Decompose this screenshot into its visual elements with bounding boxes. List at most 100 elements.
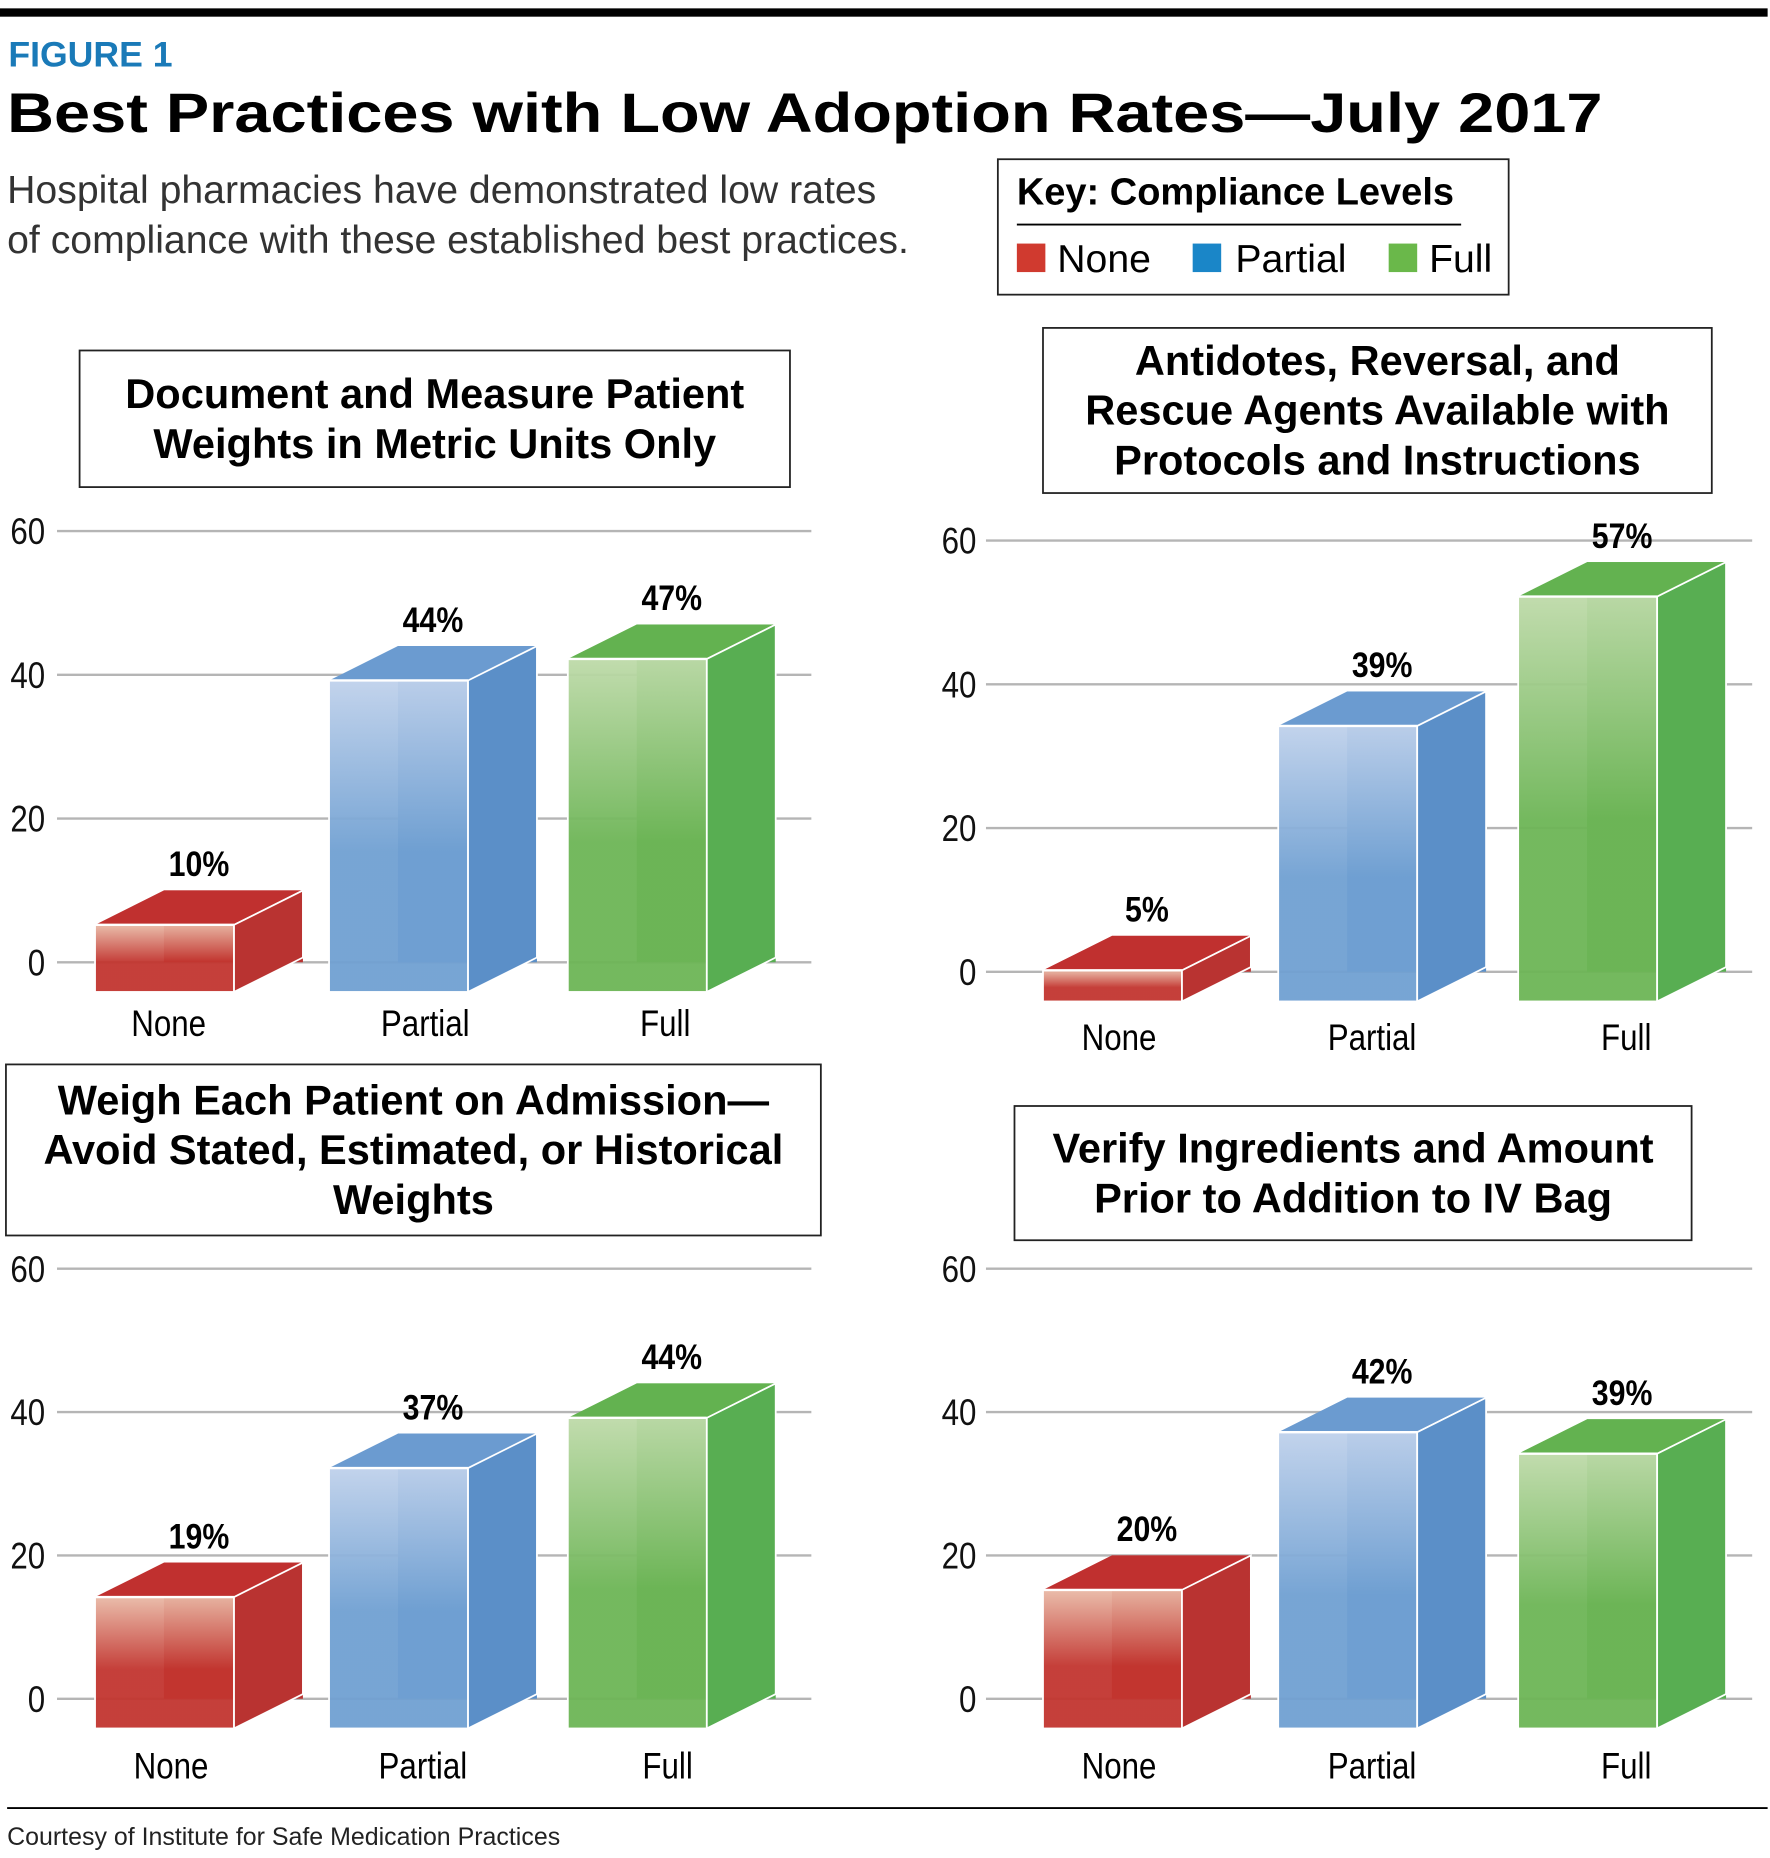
bar-value-label: 5%	[1125, 890, 1169, 930]
bar-side-face	[1181, 934, 1252, 1003]
bar-full	[1517, 1417, 1727, 1730]
bar-front-face	[1277, 725, 1419, 1003]
chart-title-line: Avoid Stated, Estimated, or Historical	[43, 1126, 783, 1173]
bar-value-label: 47%	[641, 579, 702, 619]
bar-side-face	[705, 623, 777, 994]
y-tick-label: 20	[942, 809, 977, 850]
figure-label: FIGURE 1	[8, 35, 172, 75]
y-tick-label: 60	[942, 1249, 977, 1290]
y-tick-label: 20	[10, 1536, 45, 1577]
bar-side-face	[1416, 1396, 1487, 1730]
x-category-label: Partial	[381, 1004, 470, 1045]
y-tick-label: 60	[10, 512, 45, 553]
y-tick-label: 0	[28, 943, 45, 984]
bar-value-label: 42%	[1352, 1352, 1413, 1392]
x-category-label: None	[1082, 1018, 1157, 1059]
bar-front-face	[566, 1416, 708, 1730]
bar-value-label: 44%	[641, 1338, 702, 1378]
legend-swatch-none	[1016, 243, 1046, 273]
legend-label-full: Full	[1429, 238, 1492, 281]
bar-side-face	[233, 1561, 304, 1730]
x-category-label: Full	[640, 1004, 690, 1045]
bar-front-face	[566, 658, 708, 993]
y-tick-label: 20	[942, 1536, 977, 1577]
chart-title-line: Verify Ingredients and Amount	[1052, 1124, 1653, 1171]
legend-swatch-full	[1388, 243, 1418, 273]
chart-title-line: Weights in Metric Units Only	[153, 420, 716, 467]
x-category-label: None	[131, 1004, 206, 1045]
y-tick-label: 40	[942, 665, 977, 706]
x-category-label: Partial	[379, 1746, 468, 1787]
x-category-label: Full	[1601, 1018, 1651, 1059]
bar-value-label: 10%	[169, 845, 230, 885]
bar-front-face	[1042, 1588, 1183, 1730]
bar-front-face	[94, 923, 235, 993]
subtitle-line-1: Hospital pharmacies have demonstrated lo…	[7, 169, 876, 212]
bar-side-face	[705, 1381, 777, 1730]
bar-value-label: 39%	[1352, 646, 1413, 686]
bar-front-face	[1517, 1452, 1659, 1730]
bar-side-face	[233, 888, 304, 994]
chart-title-line: Weights	[333, 1176, 494, 1223]
top-rule	[0, 8, 1768, 17]
legend: Key: Compliance Levels None Partial Full	[996, 158, 1510, 296]
footer-credit: Courtesy of Institute for Safe Medicatio…	[7, 1823, 560, 1851]
y-tick-label: 60	[942, 521, 977, 562]
bar-none	[94, 888, 304, 994]
bar-value-label: 37%	[403, 1388, 464, 1428]
legend-swatch-partial	[1192, 243, 1222, 273]
chart-panel-3: Weigh Each Patient on Admission—Avoid St…	[5, 1063, 822, 1787]
chart-title-line: Document and Measure Patient	[125, 370, 744, 417]
bar-value-label: 44%	[403, 601, 464, 641]
bar-value-label: 39%	[1592, 1374, 1653, 1414]
y-tick-label: 40	[942, 1393, 977, 1434]
bar-front-face	[1517, 595, 1659, 1003]
bar-none	[1042, 934, 1252, 1003]
bar-side-face	[1656, 560, 1727, 1003]
bar-partial	[1277, 690, 1487, 1003]
bar-partial	[328, 1432, 538, 1730]
bar-full	[566, 623, 777, 994]
x-category-label: None	[134, 1746, 209, 1787]
bar-side-face	[467, 1432, 538, 1730]
bar-front-face	[94, 1596, 235, 1730]
y-tick-label: 40	[10, 1393, 45, 1434]
y-tick-label: 40	[10, 656, 45, 697]
chart-title-box	[78, 349, 791, 488]
bar-full	[566, 1381, 777, 1730]
bar-partial	[1277, 1396, 1487, 1730]
bar-side-face	[1656, 1417, 1727, 1730]
bar-side-face	[1416, 690, 1487, 1003]
bar-full	[1517, 560, 1727, 1003]
bar-front-face	[328, 1467, 469, 1730]
x-category-label: Full	[642, 1746, 692, 1787]
y-tick-label: 0	[959, 953, 976, 994]
bar-none	[94, 1561, 304, 1730]
chart-title-line: Antidotes, Reversal, and	[1135, 337, 1620, 384]
bar-side-face	[467, 644, 538, 994]
bar-front-face	[328, 679, 469, 993]
legend-label-partial: Partial	[1235, 238, 1346, 281]
chart-title-line: Rescue Agents Available with	[1085, 387, 1669, 434]
x-category-label: Partial	[1328, 1746, 1417, 1787]
bar-value-label: 20%	[1117, 1510, 1178, 1550]
bar-value-label: 19%	[169, 1517, 230, 1557]
chart-title-box	[1013, 1105, 1693, 1242]
y-tick-label: 0	[959, 1680, 976, 1721]
y-tick-label: 20	[10, 799, 45, 840]
figure-title: Best Practices with Low Adoption Rates—J…	[7, 81, 1602, 144]
chart-title-line: Prior to Addition to IV Bag	[1094, 1174, 1612, 1221]
bar-partial	[328, 644, 538, 994]
bar-value-label: 57%	[1592, 517, 1653, 557]
legend-box	[996, 158, 1510, 296]
legend-label-none: None	[1057, 238, 1151, 281]
chart-title-box	[1042, 327, 1713, 494]
x-category-label: Partial	[1328, 1018, 1417, 1059]
bar-side-face	[1181, 1553, 1252, 1730]
x-category-label: Full	[1601, 1746, 1651, 1787]
bar-front-face	[1277, 1431, 1419, 1730]
